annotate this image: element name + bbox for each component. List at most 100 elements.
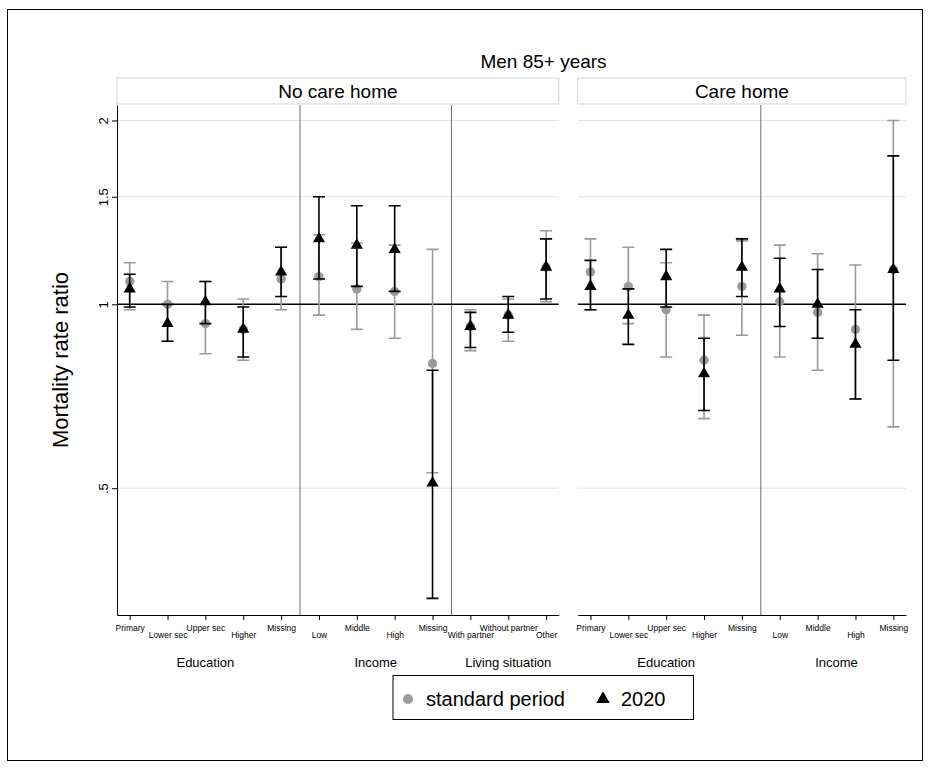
legend-label: 2020 xyxy=(621,688,666,710)
panel-title: Care home xyxy=(695,81,789,102)
x-tick-label: High xyxy=(386,630,404,640)
marks xyxy=(584,120,899,426)
error-bar xyxy=(887,120,899,426)
y-tick-mark xyxy=(112,120,117,121)
error-bar xyxy=(124,274,136,307)
x-tick-mark xyxy=(704,615,705,620)
marker xyxy=(887,263,899,274)
x-tick-mark xyxy=(281,615,282,620)
x-tick-mark xyxy=(666,615,667,620)
legend-marker xyxy=(596,691,610,703)
error-bar xyxy=(660,263,672,357)
x-axis-line xyxy=(118,615,560,616)
x-tick: Low xyxy=(772,615,788,640)
group-label: Income xyxy=(815,655,858,670)
x-tick-mark xyxy=(470,615,471,620)
y-tick-label: 1.5 xyxy=(96,188,111,206)
error-bar xyxy=(199,281,211,353)
marker xyxy=(698,367,710,378)
x-tick-mark xyxy=(243,615,244,620)
grid-line xyxy=(578,196,906,197)
error-bar xyxy=(237,307,249,357)
error-bar xyxy=(389,206,401,292)
legend: standard period2020 xyxy=(393,676,693,720)
panel: Care homeEducationIncomePrimaryLower sec… xyxy=(576,78,908,670)
error-bar xyxy=(849,310,861,399)
series xyxy=(584,156,899,411)
x-tick-mark xyxy=(818,615,819,620)
y-axis-line xyxy=(117,106,118,616)
series xyxy=(124,231,552,473)
x-tick: Upper sec xyxy=(647,615,686,633)
x-tick: Lower sec xyxy=(149,615,188,640)
x-tick: Missing xyxy=(728,615,757,633)
x-tick: High xyxy=(386,615,404,640)
x-tick: Missing xyxy=(267,615,296,633)
x-tick-label: Primary xyxy=(576,623,606,633)
y-tick: 1 xyxy=(96,301,117,308)
y-tick: 1.5 xyxy=(96,188,117,206)
x-tick-mark xyxy=(357,615,358,620)
x-tick: Primary xyxy=(116,615,146,633)
group-separator xyxy=(451,105,452,615)
marker xyxy=(426,476,438,487)
marker xyxy=(275,265,287,276)
x-tick: Without partner xyxy=(480,615,538,633)
marker xyxy=(428,359,437,368)
y-tick-label: 1 xyxy=(96,301,111,308)
x-tick-label: Middle xyxy=(345,623,370,633)
marker xyxy=(389,242,401,253)
grid-line xyxy=(117,196,559,197)
x-tick: Middle xyxy=(806,615,831,633)
x-tick: Missing xyxy=(879,615,908,633)
grid-line xyxy=(578,488,906,489)
x-tick-label: Upper sec xyxy=(647,623,686,633)
x-tick-mark xyxy=(433,615,434,620)
y-tick-mark xyxy=(112,304,117,305)
x-tick-label: Middle xyxy=(806,623,831,633)
reference-line xyxy=(117,304,559,306)
error-bar xyxy=(124,263,136,310)
error-bar xyxy=(849,265,861,399)
x-tick: Other xyxy=(536,615,557,640)
error-bar xyxy=(275,247,287,309)
error-bar xyxy=(812,254,824,370)
error-bar xyxy=(812,270,824,339)
panel-header xyxy=(117,78,559,104)
x-tick-mark xyxy=(590,615,591,620)
x-tick-label: Low xyxy=(772,630,788,640)
error-bar xyxy=(540,239,552,299)
x-tick: Upper sec xyxy=(187,615,226,633)
x-axis: PrimaryLower secUpper secHigherMissingLo… xyxy=(576,615,908,640)
error-bar xyxy=(736,239,748,297)
legend-marker xyxy=(403,694,413,704)
x-tick-label: High xyxy=(847,630,865,640)
x-tick: Low xyxy=(312,615,328,640)
y-axis: .511.52 xyxy=(96,106,118,616)
error-bar xyxy=(698,315,710,418)
x-tick-label: Missing xyxy=(419,623,448,633)
error-bar xyxy=(237,299,249,360)
x-tick-label: Higher xyxy=(231,630,256,640)
x-tick-label: Primary xyxy=(116,623,146,633)
x-tick-mark xyxy=(742,615,743,620)
group-label: Education xyxy=(637,655,695,670)
x-tick: High xyxy=(847,615,865,640)
marker xyxy=(774,282,786,293)
marker xyxy=(124,282,136,293)
x-tick-mark xyxy=(628,615,629,620)
group-label: Income xyxy=(354,655,397,670)
grid-line xyxy=(578,120,906,121)
x-axis: PrimaryLower secUpper sec Higher Missing Lo… xyxy=(116,615,560,640)
figure-frame xyxy=(8,10,923,761)
x-tick-mark xyxy=(893,615,894,620)
x-tick: Middle xyxy=(345,615,370,633)
marks xyxy=(124,197,553,599)
x-tick-mark xyxy=(130,615,131,620)
x-tick-mark xyxy=(780,615,781,620)
marker xyxy=(161,317,173,328)
error-bar xyxy=(351,206,363,287)
grid-line xyxy=(117,488,559,489)
x-tick-mark xyxy=(319,615,320,620)
x-tick: Primary xyxy=(576,615,606,633)
